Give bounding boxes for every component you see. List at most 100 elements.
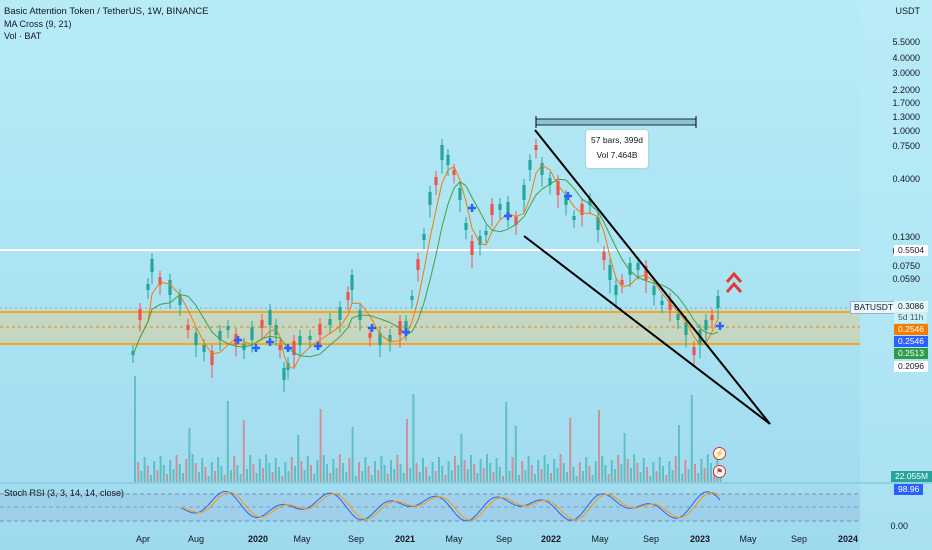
candle-body <box>684 322 688 335</box>
last-price-tag: 0.3086 <box>894 301 928 312</box>
volume-bar <box>332 459 335 482</box>
volume-bar <box>441 466 444 482</box>
green-price-tag: 0.2513 <box>894 348 928 359</box>
volume-bar <box>690 395 693 482</box>
lower-trendline[interactable] <box>523 235 771 425</box>
volume-bar <box>162 465 165 482</box>
candle-body <box>440 145 444 160</box>
volume-bar <box>351 427 354 482</box>
candle-body <box>692 347 696 355</box>
volume-bar <box>511 457 514 482</box>
stoch-k-line <box>179 490 721 522</box>
volume-bar <box>703 468 706 482</box>
candle-body <box>620 280 624 285</box>
volume-bar <box>700 459 703 482</box>
volume-bar <box>572 467 575 482</box>
volume-bar <box>594 461 597 482</box>
time-axis-label: Sep <box>790 534 808 544</box>
volume-bar <box>713 472 716 482</box>
volume-bar <box>370 475 373 482</box>
volume-legend[interactable]: Vol · BAT <box>4 31 42 41</box>
price-axis-label: 0.1300 <box>892 232 920 243</box>
blue-price-tag: 0.2546 <box>894 336 928 347</box>
volume-bar <box>540 469 543 482</box>
time-axis-label: Apr <box>135 534 151 544</box>
volume-bar <box>642 458 645 482</box>
volume-bar <box>367 466 370 482</box>
volume-bar <box>377 470 380 482</box>
candle-body <box>660 301 664 305</box>
flag-icon[interactable]: ⚑ <box>713 465 726 478</box>
candle-body <box>278 345 282 350</box>
candle-body <box>194 333 198 345</box>
price-axis-label: 0.0750 <box>892 261 920 272</box>
volume-bar <box>550 473 552 482</box>
volume-bar <box>418 472 421 482</box>
lightning-icon[interactable]: ⚡ <box>713 447 726 460</box>
orange-price-tag: 0.2546 <box>894 324 928 335</box>
candle-body <box>506 202 510 215</box>
candle-body <box>158 277 162 285</box>
time-axis-label: 2021 <box>394 534 416 544</box>
currency-label[interactable]: USDT <box>895 6 921 16</box>
candle-body <box>338 307 342 320</box>
volume-bar <box>562 463 565 482</box>
candle-body <box>710 315 714 320</box>
price-axis-panel[interactable] <box>860 0 932 550</box>
volume-bar <box>182 473 184 482</box>
volume-bar <box>415 463 418 482</box>
volume-bar <box>175 455 178 482</box>
volume-bar <box>649 476 652 482</box>
volume-bar <box>633 454 636 482</box>
volume-bar <box>207 476 210 482</box>
volume-bar <box>236 465 239 482</box>
upper-trendline[interactable] <box>534 129 771 425</box>
volume-bar <box>658 457 661 482</box>
volume-bar <box>342 463 344 482</box>
volume-bar <box>242 420 245 482</box>
volume-bar <box>486 454 488 482</box>
symbol-title[interactable]: Basic Attention Token / TetherUS, 1W, BI… <box>4 6 209 17</box>
time-axis-label: May <box>445 534 463 544</box>
volume-bar <box>326 464 328 482</box>
volume-bar <box>482 468 485 482</box>
volume-bar <box>652 462 655 482</box>
volume-bar <box>674 456 677 482</box>
symbol-tag: BATUSDT <box>850 301 898 314</box>
candle-body <box>548 178 552 185</box>
volume-bar <box>252 464 255 482</box>
candle-body <box>668 299 672 310</box>
candle-body <box>410 296 414 300</box>
candle-body <box>138 309 142 320</box>
volume-bar <box>380 456 383 482</box>
date-range-bar[interactable] <box>535 118 697 126</box>
volume-bar <box>310 465 312 482</box>
time-axis-label: Sep <box>642 534 660 544</box>
volume-bar <box>601 456 604 482</box>
volume-bar <box>345 472 348 482</box>
volume-bar <box>575 476 578 482</box>
volume-bar <box>159 456 162 482</box>
candle-body <box>434 177 438 185</box>
price-axis-label: 2.2000 <box>892 84 920 95</box>
candle-body <box>328 319 332 325</box>
candle-body <box>218 331 222 340</box>
measure-volume: Vol 7.464B <box>596 150 638 160</box>
volume-bar <box>316 460 319 482</box>
ma-cross-legend[interactable]: MA Cross (9, 21) <box>4 19 72 29</box>
volume-bar <box>329 473 332 482</box>
volume-bar <box>188 428 191 482</box>
price-axis-label: 0.0590 <box>892 273 920 284</box>
candle-body <box>534 145 538 150</box>
volume-bar <box>476 473 479 482</box>
volume-bar <box>255 473 258 482</box>
volume-bar <box>582 471 584 482</box>
volume-bar <box>470 455 472 482</box>
candle-body <box>226 326 230 330</box>
stoch-legend[interactable]: Stoch RSI (3, 3, 14, 14, close) <box>4 488 125 498</box>
volume-bar <box>630 468 632 482</box>
candle-body <box>178 295 182 305</box>
volume-bar <box>697 473 700 482</box>
